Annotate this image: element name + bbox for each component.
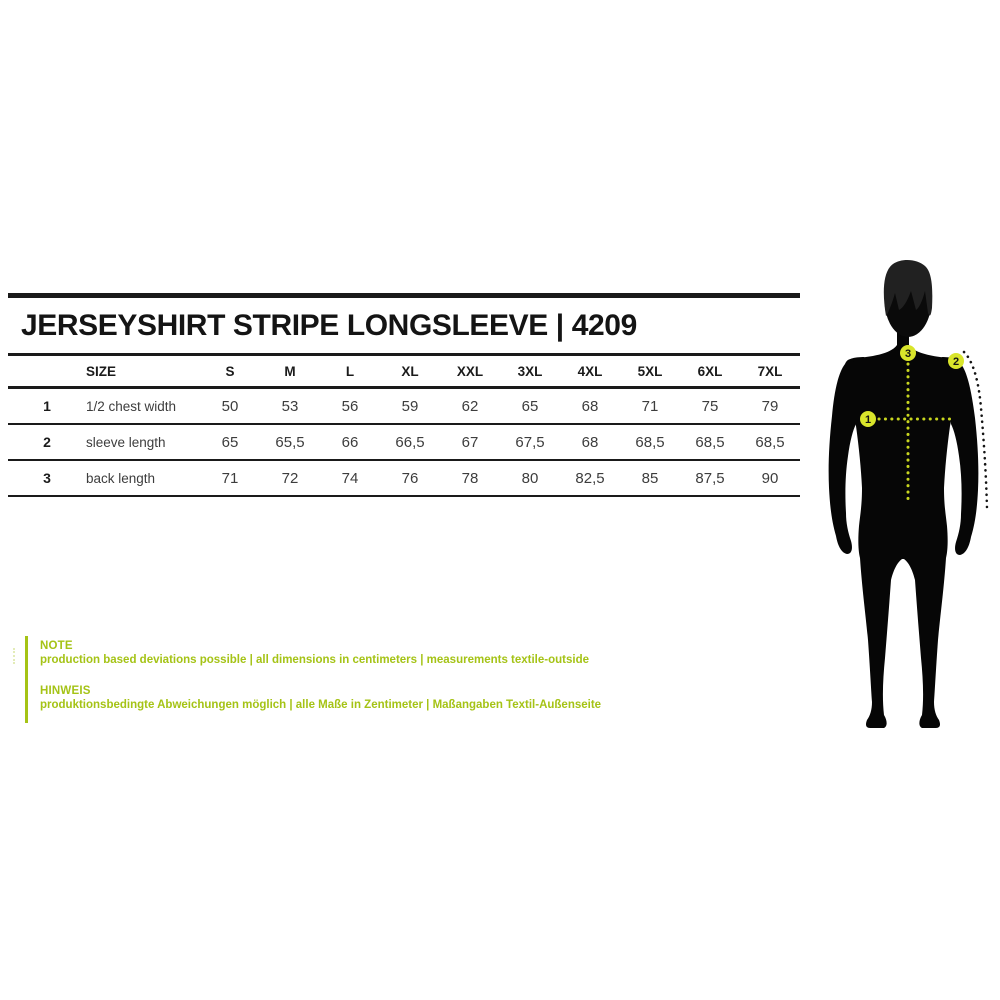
divider-under-header [8,386,800,389]
measurement-value: 80 [521,469,539,487]
row-label: back length [86,470,156,486]
divider-top [8,293,800,298]
page-title: JERSEYSHIRT STRIPE LONGSLEEVE | 4209 [21,308,637,342]
table-header-row: SIZE S M L XL XXL 3XL 4XL 5XL 6XL 7XL [8,356,800,386]
measurement-value: 68,5 [755,433,785,451]
measurement-value: 90 [761,469,779,487]
marker-2: 2 [948,353,964,369]
measurement-value: 66 [341,433,359,451]
column-header-5xl: 5XL [637,363,663,379]
row-divider [8,459,800,461]
row-divider [8,495,800,497]
column-header-4xl: 4XL [577,363,603,379]
column-header-s: S [225,363,235,379]
marker-1: 1 [860,411,876,427]
measurement-value: 67 [461,433,479,451]
table-row: 1 1/2 chest width 50 53 56 59 62 65 68 71 75 79 [8,389,800,423]
measurement-value: 66,5 [395,433,425,451]
measurement-value: 82,5 [575,469,605,487]
column-header-7xl: 7XL [757,363,783,379]
row-divider [8,423,800,425]
body-silhouette [846,328,960,728]
column-header-6xl: 6XL [697,363,723,379]
measurement-figure: 1 2 3 [828,260,989,728]
note-heading-en: NOTE [40,640,73,652]
marker-3-label: 3 [905,348,911,360]
measurement-value: 71 [221,469,239,487]
row-index: 2 [43,434,51,450]
right-arm-silhouette [941,357,979,555]
measurement-value: 59 [401,397,419,415]
measurement-value: 75 [701,397,719,415]
measurement-value: 68 [581,433,599,451]
measurement-value: 78 [461,469,479,487]
note-body-de: produktionsbedingte Abweichungen möglich… [40,699,602,711]
column-header-l: L [345,363,355,379]
measurement-value: 62 [461,397,479,415]
table-row: 2 sleeve length 65 65,5 66 66,5 67 67,5 68 68,5 68… [8,425,800,459]
measurement-value: 50 [221,397,239,415]
left-arm-silhouette [828,357,865,554]
measurement-value: 74 [341,469,359,487]
note-text: NOTE production based deviations possibl… [40,639,760,729]
measurement-value: 68,5 [695,433,725,451]
measurement-value: 67,5 [515,433,545,451]
divider-under-title [8,353,800,356]
row-label: sleeve length [86,434,166,450]
measurement-value: 87,5 [695,469,725,487]
measurement-value: 85 [641,469,659,487]
note-accent-bar [25,636,28,723]
hair [883,260,933,316]
measurement-value: 76 [401,469,419,487]
measurement-value: 72 [281,469,299,487]
column-header-m: M [284,363,296,379]
measurement-value: 56 [341,397,359,415]
marker-2-label: 2 [953,356,959,368]
measurement-value: 65 [221,433,239,451]
marker-3: 3 [900,345,916,361]
marker-1-label: 1 [865,414,871,426]
column-header-xl: XL [401,363,419,379]
measurement-value: 68 [581,397,599,415]
measurement-value: 68,5 [635,433,665,451]
row-label: 1/2 chest width [86,398,177,414]
measurement-value: 53 [281,397,299,415]
row-index: 1 [43,398,51,414]
row-index: 3 [43,470,51,486]
column-header-size: SIZE [86,363,117,379]
measurement-value: 71 [641,397,659,415]
measurement-value: 65 [521,397,539,415]
note-tick-mark [13,648,15,664]
title-row: JERSEYSHIRT STRIPE LONGSLEEVE | 4209 [8,298,800,353]
column-header-3xl: 3XL [517,363,543,379]
measurement-value: 65,5 [275,433,305,451]
table-row: 3 back length 71 72 74 76 78 80 82,5 85 87,5 90 [8,461,800,495]
measurement-value: 79 [761,397,779,415]
note-heading-de: HINWEIS [40,685,91,697]
sleeve-length-dotted-line [962,350,989,510]
size-table: JERSEYSHIRT STRIPE LONGSLEEVE | 4209 SIZ… [8,293,800,497]
note-body-en: production based deviations possible | a… [40,654,589,666]
column-header-xxl: XXL [456,363,484,379]
table-body: 1 1/2 chest width 50 53 56 59 62 65 68 71 75 79 2 sle… [8,389,800,497]
